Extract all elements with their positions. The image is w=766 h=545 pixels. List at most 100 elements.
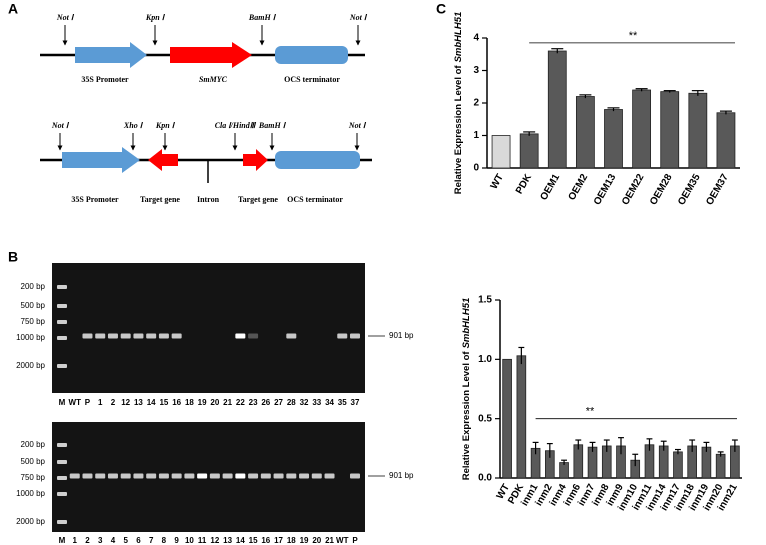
lane-label: 14: [236, 536, 245, 545]
lane-label: 8: [162, 536, 167, 545]
bar: [491, 135, 511, 169]
lane-label: WT: [336, 536, 349, 545]
promoter-arrow: [62, 147, 140, 173]
dna-band: [82, 333, 93, 339]
dna-band: [107, 333, 118, 339]
lane-label: 9: [174, 536, 179, 545]
lane-label: 11: [198, 536, 207, 545]
dna-band: [95, 473, 106, 479]
dna-band: [273, 473, 284, 479]
lane-label: 19: [300, 536, 309, 545]
part-label: 35S Promoter: [81, 75, 129, 84]
lane-label: 18: [287, 536, 296, 545]
part-label: SmMYC: [199, 75, 228, 84]
x-tick-label: OEM2: [567, 172, 591, 202]
lane-label: 13: [134, 398, 143, 407]
bar: [519, 133, 539, 169]
lane-label: 20: [312, 536, 321, 545]
dna-band: [248, 333, 259, 339]
x-tick-label: OEM35: [676, 172, 703, 207]
lane-label: 32: [300, 398, 309, 407]
site-label: Not Ⅰ: [56, 13, 75, 22]
y-tick-label: 2: [473, 98, 479, 109]
dna-band: [197, 473, 208, 479]
lane-label: 14: [147, 398, 156, 407]
panel-label: C: [436, 1, 446, 17]
ladder-band: [57, 320, 67, 324]
error-bar: [731, 439, 738, 452]
dna-band: [158, 473, 169, 479]
error-bar: [551, 48, 564, 54]
ladder-band: [57, 492, 67, 496]
error-bar: [579, 94, 592, 99]
lane-label: 15: [159, 398, 168, 407]
dna-band: [286, 333, 297, 339]
bar: [673, 451, 683, 479]
bar: [547, 50, 567, 169]
lane-label: 35: [338, 398, 347, 407]
site-label: Cla Ⅰ/HindⅢ: [215, 121, 257, 130]
dna-band: [324, 473, 335, 479]
error-bar: [632, 453, 639, 467]
lane-label: 16: [261, 536, 270, 545]
lane-label: 28: [287, 398, 296, 407]
gene-arrow: [170, 42, 252, 68]
size-label: 901 bp: [389, 331, 414, 340]
y-tick-label: 0.5: [478, 413, 492, 424]
lane-label: 2: [111, 398, 116, 407]
error-bar: [618, 437, 624, 455]
marker-label: 1000 bp: [16, 333, 45, 342]
y-tick-label: 3: [473, 65, 479, 76]
lane-label: 4: [111, 536, 116, 545]
x-tick-label: PDK: [514, 172, 534, 196]
lane-label: 27: [274, 398, 283, 407]
x-tick-label: OEM13: [592, 172, 619, 207]
error-bar: [703, 441, 710, 452]
lane-label: 12: [210, 536, 219, 545]
lane-label: 17: [274, 536, 283, 545]
error-bar: [719, 110, 732, 115]
promoter-arrow: [75, 42, 147, 68]
dna-band: [299, 473, 310, 479]
bar: [604, 109, 623, 169]
site-label: Kpn Ⅰ: [155, 121, 176, 130]
marker-label: 500 bp: [21, 301, 46, 310]
part-label: 35S Promoter: [71, 195, 119, 204]
bar: [688, 92, 708, 169]
dna-band: [337, 333, 348, 339]
lane-label: 15: [249, 536, 258, 545]
gel-image: [52, 263, 365, 393]
error-bar: [546, 442, 553, 458]
dna-band: [235, 333, 246, 339]
dna-band: [82, 473, 93, 479]
dna-band: [260, 473, 271, 479]
dna-band: [184, 473, 195, 479]
dna-band: [235, 473, 246, 479]
dna-band: [350, 473, 360, 479]
lane-label: 3: [98, 536, 103, 545]
lane-label: 13: [223, 536, 232, 545]
site-label: Xho Ⅰ: [123, 121, 144, 130]
ladder-band: [57, 364, 67, 368]
error-bar: [663, 90, 676, 93]
y-axis-label: Relative Expression Level of SmbHLH51: [453, 12, 464, 195]
marker-label: 200 bp: [21, 440, 46, 449]
ladder-band: [57, 520, 67, 524]
part-label: Target gene: [238, 195, 278, 204]
x-tick-label: WT: [489, 172, 506, 191]
terminator-box: [275, 151, 360, 169]
marker-label: 2000 bp: [16, 517, 45, 526]
part-label: Target gene: [140, 195, 180, 204]
dna-band: [350, 333, 360, 339]
y-tick-label: 1.0: [478, 354, 492, 365]
ladder-band: [57, 304, 67, 308]
error-bar: [589, 441, 596, 452]
significance-label: **: [629, 30, 638, 42]
lane-label: 16: [172, 398, 181, 407]
ladder-band: [57, 336, 67, 340]
error-bar: [532, 441, 539, 455]
dna-band: [69, 473, 80, 479]
lane-label: M: [59, 536, 66, 545]
error-bar: [561, 459, 568, 465]
